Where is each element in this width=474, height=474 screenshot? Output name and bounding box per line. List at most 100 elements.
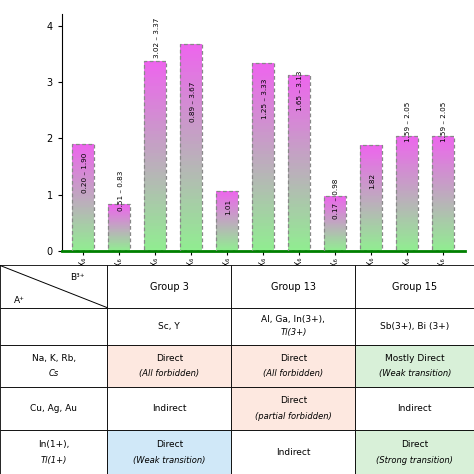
Bar <box>252 101 274 104</box>
Bar <box>145 150 166 153</box>
Bar <box>324 224 346 225</box>
Bar <box>216 219 238 220</box>
Bar <box>324 235 346 236</box>
Bar <box>145 156 166 159</box>
Bar <box>356 345 474 387</box>
Text: Tl(3+): Tl(3+) <box>280 328 307 337</box>
Bar <box>252 189 274 191</box>
Bar <box>324 248 346 249</box>
Text: Mostly Direct: Mostly Direct <box>385 354 445 363</box>
Bar <box>396 149 418 151</box>
Bar <box>109 217 130 218</box>
Bar <box>432 232 454 234</box>
Bar <box>288 246 310 248</box>
Bar <box>180 62 202 65</box>
Bar <box>432 157 454 159</box>
Bar <box>432 191 454 193</box>
Bar <box>360 186 382 188</box>
Bar <box>216 244 238 245</box>
Text: 0.89 – 3.67: 0.89 – 3.67 <box>190 82 196 122</box>
Bar <box>216 212 238 213</box>
Bar <box>396 249 418 251</box>
Bar <box>145 115 166 118</box>
Bar <box>360 234 382 235</box>
Bar <box>109 233 130 234</box>
Bar <box>216 222 238 223</box>
Bar <box>432 184 454 186</box>
Bar <box>432 234 454 236</box>
Bar <box>145 159 166 163</box>
Bar <box>252 164 274 167</box>
Bar <box>73 201 94 203</box>
Bar <box>324 229 346 230</box>
Bar <box>360 239 382 241</box>
Bar <box>145 109 166 112</box>
Bar <box>288 201 310 204</box>
Bar <box>109 207 130 208</box>
Bar <box>216 239 238 240</box>
Bar <box>145 210 166 213</box>
Bar <box>432 211 454 213</box>
Bar <box>73 153 94 155</box>
Bar <box>396 164 418 166</box>
Bar <box>73 169 94 171</box>
Bar <box>216 245 238 246</box>
Text: (Weak transition): (Weak transition) <box>379 369 451 378</box>
Text: Cs: Cs <box>48 369 59 378</box>
Text: 0.51 – 0.83: 0.51 – 0.83 <box>118 171 124 211</box>
Text: Group 13: Group 13 <box>271 282 316 292</box>
Bar <box>252 104 274 107</box>
Text: Group 3: Group 3 <box>150 282 189 292</box>
Bar <box>360 232 382 234</box>
Bar <box>73 203 94 205</box>
Bar <box>180 100 202 103</box>
Bar <box>145 77 166 80</box>
Bar <box>324 197 346 198</box>
Bar <box>216 221 238 222</box>
Bar <box>109 244 130 245</box>
Bar <box>288 210 310 213</box>
Bar <box>396 238 418 240</box>
Bar <box>288 148 310 151</box>
Bar <box>180 127 202 130</box>
Bar <box>288 225 310 228</box>
Bar <box>432 226 454 228</box>
Bar <box>288 89 310 92</box>
Text: (Strong transition): (Strong transition) <box>376 456 453 465</box>
Bar <box>109 230 130 231</box>
Bar <box>432 147 454 149</box>
Bar <box>324 201 346 202</box>
Bar <box>396 193 418 195</box>
Bar <box>396 145 418 147</box>
Bar <box>73 158 94 160</box>
Bar <box>252 176 274 179</box>
Bar <box>252 98 274 101</box>
Bar <box>180 130 202 134</box>
Bar <box>216 200 238 201</box>
Bar <box>109 223 130 224</box>
Bar <box>324 200 346 201</box>
Bar <box>252 195 274 198</box>
Bar <box>216 206 238 207</box>
Bar <box>180 106 202 109</box>
Bar <box>432 242 454 244</box>
Bar <box>360 225 382 227</box>
Bar <box>216 207 238 208</box>
Bar <box>145 121 166 125</box>
Bar <box>288 239 310 242</box>
Bar <box>231 345 356 387</box>
Bar <box>216 208 238 209</box>
Bar <box>145 146 166 150</box>
Bar <box>396 230 418 232</box>
Bar <box>432 163 454 164</box>
Bar <box>252 73 274 76</box>
Bar <box>324 236 346 237</box>
Bar <box>109 232 130 233</box>
Bar <box>396 172 418 174</box>
Bar <box>396 136 418 137</box>
Bar <box>360 210 382 212</box>
Bar <box>288 130 310 134</box>
Bar <box>288 98 310 101</box>
Bar <box>432 193 454 195</box>
Bar <box>360 244 382 246</box>
